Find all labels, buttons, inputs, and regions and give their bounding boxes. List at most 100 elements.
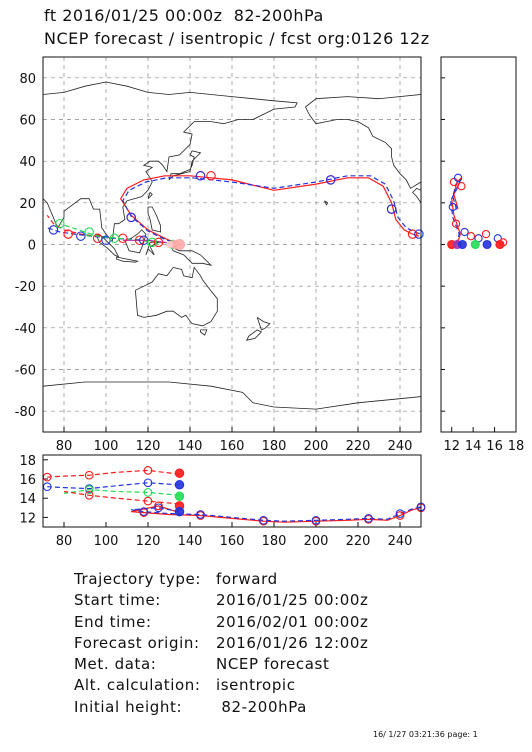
lat-origin-marker-green	[470, 239, 480, 250]
info-label: Forecast origin:	[74, 633, 200, 652]
info-row-end: End time: 2016/02/01 00:00z	[74, 613, 369, 634]
lon-marker-red	[84, 490, 94, 500]
map-origin-marker	[165, 240, 174, 249]
lon-origin-marker-blue	[174, 480, 185, 490]
lat-marker	[481, 229, 491, 239]
map-marker-blue	[195, 171, 206, 181]
lat-marker	[451, 219, 461, 228]
lat-marker	[449, 177, 459, 187]
map-frame	[42, 56, 422, 433]
map-marker-blue	[414, 229, 424, 239]
lon-x-tick-label: 220	[346, 534, 371, 549]
lon-y-tick-label: 12	[19, 511, 36, 526]
info-value: isentropic	[216, 676, 296, 695]
info-label: End time:	[74, 612, 152, 631]
map-marker-red	[153, 237, 164, 248]
info-value: 2016/01/25 00:00z	[216, 591, 369, 610]
coastline	[245, 329, 263, 341]
lon-x-tick-label: 100	[94, 534, 119, 549]
lon-marker-blue	[311, 515, 321, 525]
lat-x-tick-label: 16	[486, 439, 503, 454]
lon-x-tick-label: 200	[304, 534, 329, 549]
coastline	[147, 206, 162, 233]
map-y-tick-label: -20	[15, 280, 36, 295]
lon-marker-blue	[196, 510, 205, 519]
coastline	[147, 191, 153, 199]
map-y-tick-label: 0	[28, 239, 36, 254]
coastline	[116, 256, 139, 263]
lon-marker-green	[143, 488, 153, 497]
lon-marker-blue	[395, 509, 405, 518]
coastline	[412, 187, 422, 204]
lon-trajectory-blue	[131, 506, 422, 522]
lon-marker-blue	[154, 503, 163, 513]
map-x-tick-label: 200	[304, 439, 329, 454]
lon-trajectory-red	[131, 505, 422, 523]
trajectory-info: Trajectory type: forward Start time: 2016/…	[74, 570, 369, 719]
map-y-tick-label: -40	[15, 322, 36, 337]
map-trajectory-blue	[122, 175, 422, 246]
lon-x-tick-label: 180	[262, 534, 287, 549]
info-row-origin: Forecast origin: 2016/01/26 12:00z	[74, 634, 369, 655]
map-y-tick-label: 40	[19, 155, 36, 170]
coastline	[256, 317, 271, 331]
lat-marker	[448, 202, 457, 212]
map-x-tick-label: 120	[136, 439, 161, 454]
lon-x-tick-label: 120	[136, 534, 161, 549]
latitude-height-panel: 12 14 16 18	[440, 56, 524, 454]
info-value: NCEP forecast	[216, 655, 330, 674]
coastline	[42, 381, 422, 433]
lat-trajectory-red	[451, 177, 462, 245]
lat-marker	[457, 182, 466, 191]
info-row-start: Start time: 2016/01/25 00:00z	[74, 591, 369, 612]
map-trajectory-red	[119, 175, 420, 246]
lat-marker	[466, 232, 476, 241]
lon-origin-marker-red	[174, 468, 185, 478]
page-footer: 16/ 1/27 03:21:36 page: 1	[373, 730, 478, 739]
info-row-met: Met. data: NCEP forecast	[74, 655, 369, 676]
map-marker-red	[407, 229, 418, 239]
lon-origin-marker-blue	[174, 506, 185, 517]
map-marker-red	[134, 235, 145, 246]
map-marker-blue	[325, 175, 336, 185]
info-value: forward	[216, 570, 278, 588]
lon-trajectory-blue	[47, 482, 180, 490]
info-row-alt: Alt. calculation: isentropic	[74, 676, 369, 697]
lon-marker-red	[84, 470, 94, 480]
lat-origin-marker-blue	[482, 239, 492, 250]
chart-title: ft 2016/01/25 00:00z 82-200hPa	[44, 6, 324, 25]
lat-marker	[453, 173, 463, 182]
map-x-tick-label: 160	[220, 439, 245, 454]
info-value: 2016/01/26 12:00z	[216, 633, 369, 652]
chart-subtitle: NCEP forecast / isentropic / fcst org:01…	[44, 29, 430, 48]
lon-marker-red	[143, 496, 153, 506]
lon-trajectory-red	[63, 490, 180, 505]
info-label: Initial height:	[74, 697, 183, 716]
info-label: Alt. calculation:	[74, 676, 201, 695]
lat-x-tick-label: 12	[443, 439, 460, 454]
info-label: Met. data:	[74, 655, 157, 674]
lon-marker-blue	[139, 507, 149, 516]
lon-x-tick-label: 240	[388, 534, 413, 549]
lon-x-tick-label: 160	[220, 534, 245, 549]
lon-y-tick-label: 16	[19, 473, 36, 488]
lon-trajectory-green	[63, 488, 180, 496]
map-marker-blue	[126, 212, 136, 223]
map-marker-blue	[386, 204, 397, 214]
map-x-tick-label: 240	[388, 439, 413, 454]
map-marker-green	[147, 237, 157, 248]
map-x-tick-label: 140	[178, 439, 203, 454]
map-x-tick-label: 100	[94, 439, 119, 454]
coastline	[200, 329, 208, 336]
lat-x-tick-label: 14	[465, 439, 482, 454]
lat-trajectory-blue	[449, 179, 461, 245]
map-marker-green	[109, 233, 120, 244]
map-panel: 80 100 120 140 160 180 200 220 240806040200-20-4…	[15, 56, 424, 454]
map-marker-blue	[76, 231, 86, 241]
lat-origin-marker-red	[495, 239, 505, 250]
lon-marker-blue	[364, 514, 373, 523]
lon-marker-blue	[143, 478, 153, 488]
coastline	[324, 200, 329, 206]
map-y-tick-label: -60	[15, 364, 36, 379]
